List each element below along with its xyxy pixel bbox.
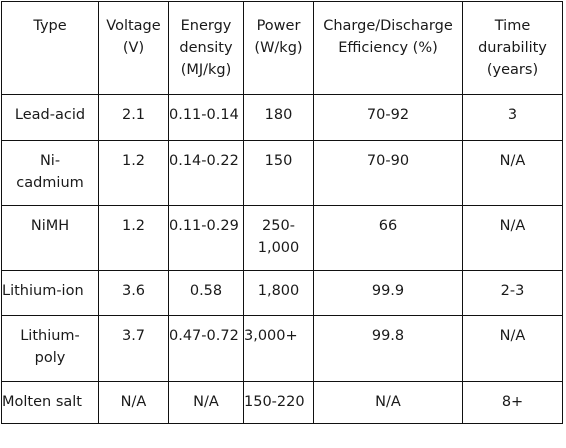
header-type: Type [1,1,99,95]
cell-type: NiMH [1,205,99,271]
cell-power: 180 [243,94,314,141]
cell-efficiency: 99.9 [313,270,463,316]
cell-type: Lead-acid [1,94,99,141]
cell-voltage: 1.2 [98,205,169,271]
cell-efficiency: 99.8 [313,315,463,382]
header-time-durability: Time durability (years) [462,1,563,95]
header-energy-density: Energy density (MJ/kg) [168,1,244,95]
header-power: Power (W/kg) [243,1,314,95]
cell-energy-density: 0.11-0.14 [168,94,244,141]
cell-time-durability: N/A [462,140,563,206]
cell-energy-density: N/A [168,381,244,424]
cell-type: Molten salt [1,381,99,424]
cell-efficiency: 70-90 [313,140,463,206]
cell-time-durability: 3 [462,94,563,141]
header-voltage: Voltage (V) [98,1,169,95]
cell-power: 150 [243,140,314,206]
cell-energy-density: 0.11-0.29 [168,205,244,271]
header-efficiency: Charge/Discharge Efficiency (%) [313,1,463,95]
cell-type: Lithium-poly [1,315,99,382]
battery-comparison-table: Type Voltage (V) Energy density (MJ/kg) Pow… [1,1,563,424]
cell-power: 3,000+ [243,315,314,382]
cell-voltage: 3.7 [98,315,169,382]
cell-time-durability: N/A [462,315,563,382]
cell-energy-density: 0.58 [168,270,244,316]
cell-type: Ni-cadmium [1,140,99,206]
cell-power: 250- 1,000 [243,205,314,271]
cell-efficiency: N/A [313,381,463,424]
table-row: NiMH 1.2 0.11-0.29 250- 1,000 66 N/A [1,205,563,271]
cell-efficiency: 66 [313,205,463,271]
table-row: Lithium-ion 3.6 0.58 1,800 99.9 2-3 [1,270,563,316]
cell-voltage: 2.1 [98,94,169,141]
cell-power: 1,800 [243,270,314,316]
table-row: Lithium-poly 3.7 0.47-0.72 3,000+ 99.8 N… [1,315,563,382]
cell-voltage: 1.2 [98,140,169,206]
cell-time-durability: N/A [462,205,563,271]
cell-voltage: 3.6 [98,270,169,316]
header-row: Type Voltage (V) Energy density (MJ/kg) Pow… [1,1,563,95]
cell-efficiency: 70-92 [313,94,463,141]
table-row: Ni-cadmium 1.2 0.14-0.22 150 70-90 N/A [1,140,563,206]
cell-power: 150-220 [243,381,314,424]
cell-time-durability: 8+ [462,381,563,424]
cell-energy-density: 0.47-0.72 [168,315,244,382]
cell-type: Lithium-ion [1,270,99,316]
table-row: Lead-acid 2.1 0.11-0.14 180 70-92 3 [1,94,563,141]
cell-energy-density: 0.14-0.22 [168,140,244,206]
cell-time-durability: 2-3 [462,270,563,316]
table-row: Molten salt N/A N/A 150-220 N/A 8+ [1,381,563,424]
cell-voltage: N/A [98,381,169,424]
